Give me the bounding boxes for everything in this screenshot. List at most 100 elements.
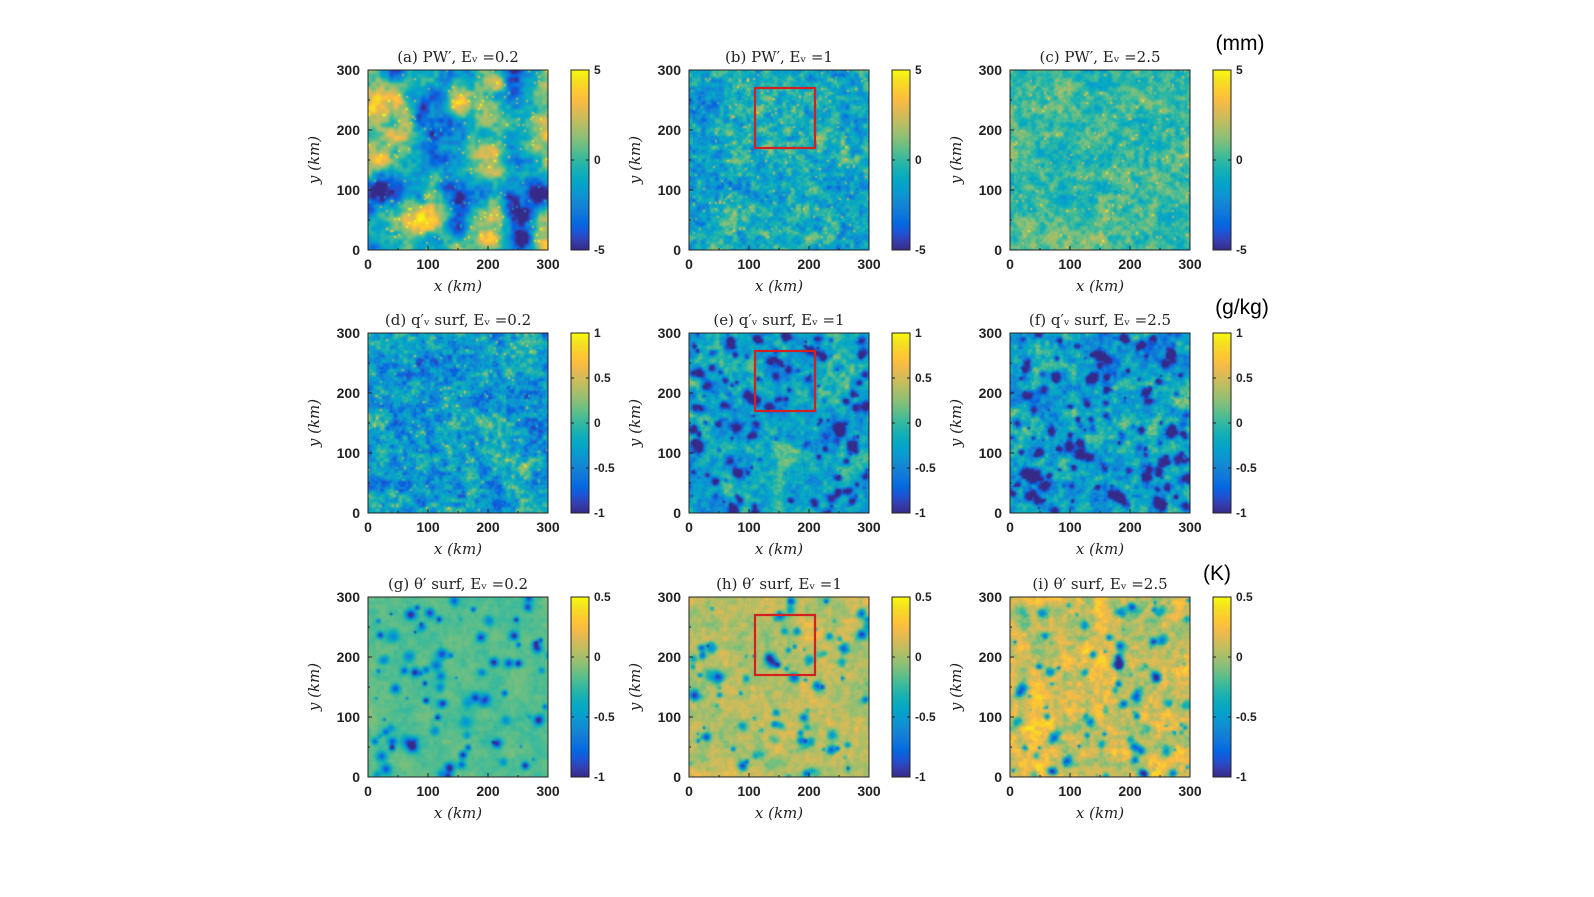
x-axis-label: x (km) xyxy=(755,540,803,558)
x-tick-label: 200 xyxy=(1118,256,1142,272)
x-tick-label: 0 xyxy=(685,256,693,272)
colorbar-tick-label: -0.5 xyxy=(594,710,615,724)
y-tick-label: 0 xyxy=(994,505,1002,521)
x-axis-label: x (km) xyxy=(1076,277,1124,295)
y-tick-label: 100 xyxy=(658,182,682,198)
y-tick-label: 100 xyxy=(337,445,361,461)
colorbar-gradient xyxy=(570,596,590,778)
heatmap-panel: (g) θ′ surf, Eᵥ =0.2 00 100 100 200 200 300 300… xyxy=(305,575,560,822)
colorbar-tick-label: 0 xyxy=(1236,650,1243,664)
colorbar-tick-label: 1 xyxy=(594,326,601,340)
y-axis-label: y (km) xyxy=(305,399,323,448)
y-tick-label: 200 xyxy=(337,122,361,138)
x-axis-label: x (km) xyxy=(434,540,482,558)
panel-title: (h) θ′ surf, Eᵥ =1 xyxy=(716,575,842,593)
x-axis-label: x (km) xyxy=(434,277,482,295)
y-tick-label: 300 xyxy=(979,62,1003,78)
colorbar-tick-label: 0.5 xyxy=(915,590,932,604)
panel-title: (c) PW′, Eᵥ =2.5 xyxy=(1039,48,1160,66)
heatmap-panel: (e) q′ᵥ surf, Eᵥ =1 00 100 100 200 200 300 300 x… xyxy=(626,311,881,558)
panel-title: (g) θ′ surf, Eᵥ =0.2 xyxy=(388,575,528,593)
x-tick-label: 200 xyxy=(476,256,500,272)
colorbar-tick-label: 5 xyxy=(1236,63,1243,77)
x-tick-label: 300 xyxy=(857,519,881,535)
y-tick-label: 200 xyxy=(979,122,1003,138)
heatmap-image xyxy=(689,333,869,513)
x-tick-label: 0 xyxy=(1006,783,1014,799)
heatmap-image xyxy=(368,597,548,777)
colorbar-tick-label: 0 xyxy=(915,650,922,664)
colorbar-tick-label: -5 xyxy=(915,243,926,257)
heatmap-image xyxy=(1010,597,1190,777)
x-tick-label: 200 xyxy=(476,783,500,799)
y-tick-label: 0 xyxy=(352,769,360,785)
y-tick-label: 300 xyxy=(337,325,361,341)
y-tick-label: 300 xyxy=(658,62,682,78)
panel-title: (f) q′ᵥ surf, Eᵥ =2.5 xyxy=(1029,311,1171,329)
x-tick-label: 300 xyxy=(536,519,560,535)
y-tick-label: 100 xyxy=(658,445,682,461)
colorbar-tick-label: 5 xyxy=(915,63,922,77)
y-tick-label: 200 xyxy=(658,649,682,665)
colorbar-tick-label: 1 xyxy=(915,326,922,340)
colorbar: 0.5 0 -0.5 -1 xyxy=(891,590,936,784)
y-tick-label: 100 xyxy=(337,182,361,198)
row-unit-label: (mm) xyxy=(1216,32,1265,55)
x-tick-label: 100 xyxy=(1058,256,1082,272)
y-axis-label: y (km) xyxy=(626,399,644,448)
colorbar-tick-label: -0.5 xyxy=(915,710,936,724)
row-unit-label: (K) xyxy=(1203,562,1231,585)
x-tick-label: 300 xyxy=(1178,256,1202,272)
colorbar-tick-label: -1 xyxy=(594,770,605,784)
panel-title: (e) q′ᵥ surf, Eᵥ =1 xyxy=(713,311,844,329)
y-tick-label: 0 xyxy=(352,505,360,521)
heatmap-image xyxy=(368,70,548,250)
y-tick-label: 0 xyxy=(673,505,681,521)
colorbar-tick-label: -5 xyxy=(1236,243,1247,257)
colorbar-tick-label: 0 xyxy=(594,153,601,167)
y-tick-label: 300 xyxy=(658,325,682,341)
colorbar: 5 0 -5 xyxy=(891,63,926,257)
colorbar-tick-label: 0.5 xyxy=(915,371,932,385)
x-axis-label: x (km) xyxy=(755,804,803,822)
x-tick-label: 200 xyxy=(797,783,821,799)
x-tick-label: 100 xyxy=(416,256,440,272)
x-tick-label: 300 xyxy=(857,783,881,799)
x-tick-label: 200 xyxy=(476,519,500,535)
x-tick-label: 100 xyxy=(1058,783,1082,799)
x-tick-label: 300 xyxy=(536,256,560,272)
colorbar: 0.5 0 -0.5 -1 xyxy=(1212,590,1257,784)
colorbar-tick-label: -0.5 xyxy=(594,461,615,475)
heatmap-panel: (f) q′ᵥ surf, Eᵥ =2.5 00 100 100 200 200 300 30… xyxy=(947,311,1202,558)
y-tick-label: 0 xyxy=(352,242,360,258)
y-tick-label: 300 xyxy=(979,589,1003,605)
highlight-box xyxy=(753,86,817,150)
colorbar-tick-label: 0.5 xyxy=(1236,371,1253,385)
y-tick-label: 100 xyxy=(979,709,1003,725)
x-tick-label: 200 xyxy=(797,256,821,272)
heatmap-panel: (h) θ′ surf, Eᵥ =1 00 100 100 200 200 300 300 x … xyxy=(626,575,881,822)
colorbar-gradient xyxy=(1212,596,1232,778)
colorbar: 1 0.5 0 -0.5 -1 xyxy=(1212,326,1257,520)
y-tick-label: 0 xyxy=(673,769,681,785)
panel-title: (a) PW′, Eᵥ =0.2 xyxy=(397,48,519,66)
x-axis-label: x (km) xyxy=(755,277,803,295)
highlight-box xyxy=(753,349,817,413)
heatmap-panel: (d) q′ᵥ surf, Eᵥ =0.2 00 100 100 200 200 300 30… xyxy=(305,311,560,558)
x-tick-label: 100 xyxy=(737,256,761,272)
x-tick-label: 200 xyxy=(1118,783,1142,799)
heatmap-image xyxy=(1010,70,1190,250)
x-axis-label: x (km) xyxy=(1076,540,1124,558)
colorbar-tick-label: -1 xyxy=(915,506,926,520)
colorbar-tick-label: -5 xyxy=(594,243,605,257)
y-tick-label: 200 xyxy=(658,122,682,138)
x-tick-label: 0 xyxy=(685,519,693,535)
y-tick-label: 300 xyxy=(337,62,361,78)
x-tick-label: 100 xyxy=(416,519,440,535)
x-axis-label: x (km) xyxy=(434,804,482,822)
x-tick-label: 100 xyxy=(737,519,761,535)
x-tick-label: 300 xyxy=(1178,783,1202,799)
heatmap-panel: (a) PW′, Eᵥ =0.2 00 100 100 200 200 300 300 x (k… xyxy=(305,48,560,295)
y-tick-label: 200 xyxy=(979,385,1003,401)
